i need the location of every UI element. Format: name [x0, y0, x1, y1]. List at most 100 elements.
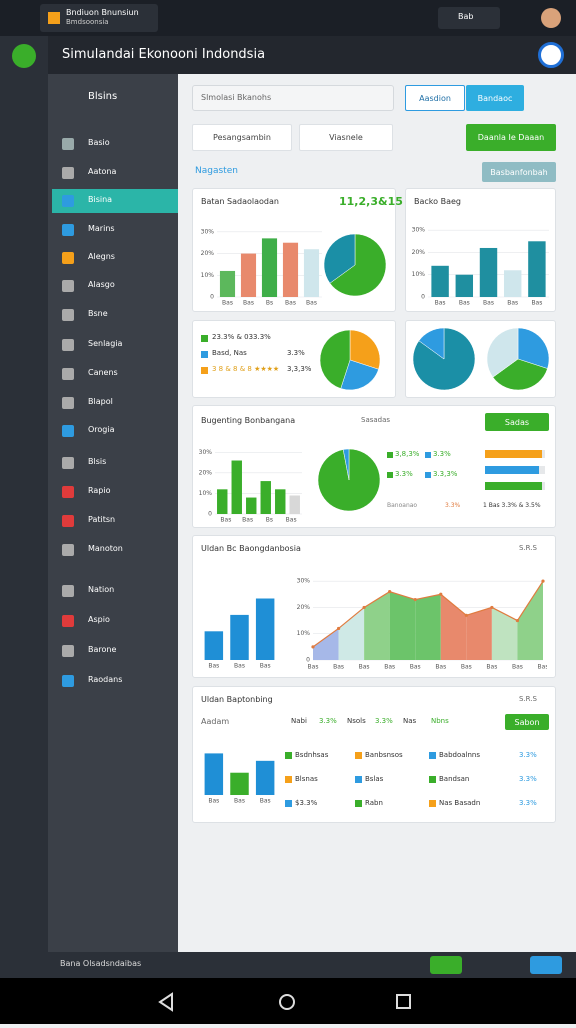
sidebar-label: Manoton — [88, 544, 123, 553]
sidebar-item[interactable]: Alegns — [52, 246, 178, 270]
bar — [289, 495, 300, 514]
legend-text: 3.3% — [433, 450, 451, 458]
bar-chart: 0 10% 20% 30% Bas Bas Bas Bas Bas — [412, 227, 549, 307]
y-tick-label: 0 — [210, 294, 214, 301]
x-tick-label: Bs — [266, 300, 273, 307]
pie-slice — [486, 327, 519, 378]
sidebar-item[interactable]: Basio — [52, 132, 178, 156]
row-icon — [355, 752, 362, 759]
point — [464, 613, 468, 617]
x-tick-label: Bas — [333, 664, 344, 671]
footer: Bana Olsadsndaibas — [0, 952, 576, 978]
filter-chip: 3.3% — [319, 717, 337, 725]
sidebar-icon — [62, 397, 74, 409]
filter-button[interactable]: Daanla Ie Daaan — [466, 124, 556, 151]
x-tick-label: Bs — [266, 517, 273, 524]
sidebar-item[interactable]: Orogia — [52, 419, 178, 443]
bar — [217, 489, 228, 514]
point — [388, 590, 392, 594]
sidebar-icon — [62, 280, 74, 292]
sidebar-icon — [62, 425, 74, 437]
legend-text: 3.3,3% — [433, 470, 458, 478]
row-cell: $3.3% — [295, 799, 318, 807]
card-title: Uldan Baptonbing — [201, 695, 273, 704]
avatar[interactable] — [541, 8, 561, 28]
sidebar-item[interactable]: Bisina — [52, 189, 178, 213]
profile[interactable] — [538, 42, 564, 68]
y-tick-label: 20% — [412, 249, 426, 256]
bar — [479, 247, 498, 297]
sidebar-item[interactable]: Raodans — [52, 669, 178, 693]
y-tick-label: 10% — [412, 271, 426, 278]
sidebar-icon — [62, 457, 74, 469]
sidebar-item[interactable]: Blsis — [52, 451, 178, 475]
bar — [261, 238, 278, 297]
sidebar-label: Nation — [88, 585, 115, 594]
legend: 23.3% & 033.3% Basd, Nas 3 8 & 8 & 8 ★★★★ 3… — [201, 329, 321, 389]
card-search[interactable]: Sasadas — [361, 416, 391, 424]
card: Bugenting Bonbangana Sasadas Sadas 0 10% 2… — [192, 405, 556, 528]
x-tick-label: Bas — [222, 300, 233, 307]
app-tab[interactable]: Bndiuon Bnunsiun Bmdsoonsia — [40, 4, 158, 32]
sidebar-item[interactable]: Nation — [52, 579, 178, 603]
progress-bar — [485, 482, 542, 490]
bar — [431, 265, 449, 297]
status-bar: Bndiuon Bnunsiun Bmdsoonsia Bab — [0, 0, 576, 36]
row-icon — [285, 800, 292, 807]
sidebar-item[interactable]: Barone — [52, 639, 178, 663]
x-tick-label: Bas — [538, 664, 547, 671]
footer-button[interactable] — [430, 956, 462, 974]
sidebar-icon — [62, 675, 74, 687]
sidebar-item[interactable]: Rapio — [52, 480, 178, 504]
card — [405, 320, 556, 398]
search-input[interactable]: Slmolasi Bkanohs — [192, 85, 394, 111]
toolbar-button[interactable]: Aasdion — [405, 85, 465, 111]
sidebar-item[interactable]: Blapol — [52, 391, 178, 415]
x-tick-label: Bas — [531, 300, 542, 307]
footer-button[interactable] — [530, 956, 562, 974]
x-tick-label: Bas — [234, 798, 245, 805]
sidebar-item[interactable]: Patitsn — [52, 509, 178, 533]
y-tick-label: 10% — [199, 490, 213, 497]
x-tick-label: Bas — [410, 664, 421, 671]
note-value: 3.3% — [445, 502, 461, 509]
card-button[interactable]: Sabon — [505, 714, 549, 730]
sidebar-item[interactable]: Canens — [52, 362, 178, 386]
legend-text: 3 8 & 8 & 8 ★★★★ — [212, 365, 280, 373]
row-cell: Blsnas — [295, 775, 318, 783]
x-tick-label: Bas — [220, 517, 231, 524]
search[interactable]: Bab — [438, 7, 500, 29]
sidebar-icon — [62, 224, 74, 236]
bar — [230, 614, 249, 660]
point — [413, 597, 417, 602]
sidebar-item[interactable]: Marins — [52, 218, 178, 242]
section-button[interactable]: Basbanfonbah — [482, 162, 556, 182]
sidebar-item[interactable]: Manoton — [52, 538, 178, 562]
pie-slice — [340, 359, 379, 391]
row-icon — [285, 752, 292, 759]
sidebar-item[interactable]: Senlagia — [52, 333, 178, 357]
card-corner: S.R.S — [519, 695, 537, 703]
card-button[interactable]: Sadas — [485, 413, 549, 431]
bar — [230, 772, 249, 795]
card: 23.3% & 033.3% Basd, Nas 3 8 & 8 & 8 ★★★★ 3… — [192, 320, 396, 398]
x-tick-label: Bas — [234, 663, 245, 670]
filter-input[interactable]: Pesangsambin — [192, 124, 292, 151]
filter-input[interactable]: Viasnele — [299, 124, 393, 151]
x-tick-label: Bas — [308, 664, 319, 671]
sidebar-item[interactable]: Aspio — [52, 609, 178, 633]
toolbar-button[interactable]: Bandaoc — [466, 85, 524, 111]
sidebar-item[interactable]: Aatona — [52, 161, 178, 185]
filter-chip: 3.3% — [375, 717, 393, 725]
sidebar-label: Alegns — [88, 252, 115, 261]
sidebar-item[interactable]: Bsne — [52, 303, 178, 327]
sidebar-item[interactable]: Alasgo — [52, 274, 178, 298]
legend-swatch — [201, 335, 208, 342]
y-tick-label: 20% — [201, 250, 215, 257]
legend-text: 3.3% — [395, 470, 413, 478]
filter-chip: Nsols — [347, 717, 366, 725]
x-tick-label: Bas — [486, 664, 497, 671]
sidebar-icon — [62, 195, 74, 207]
bar — [282, 242, 299, 297]
